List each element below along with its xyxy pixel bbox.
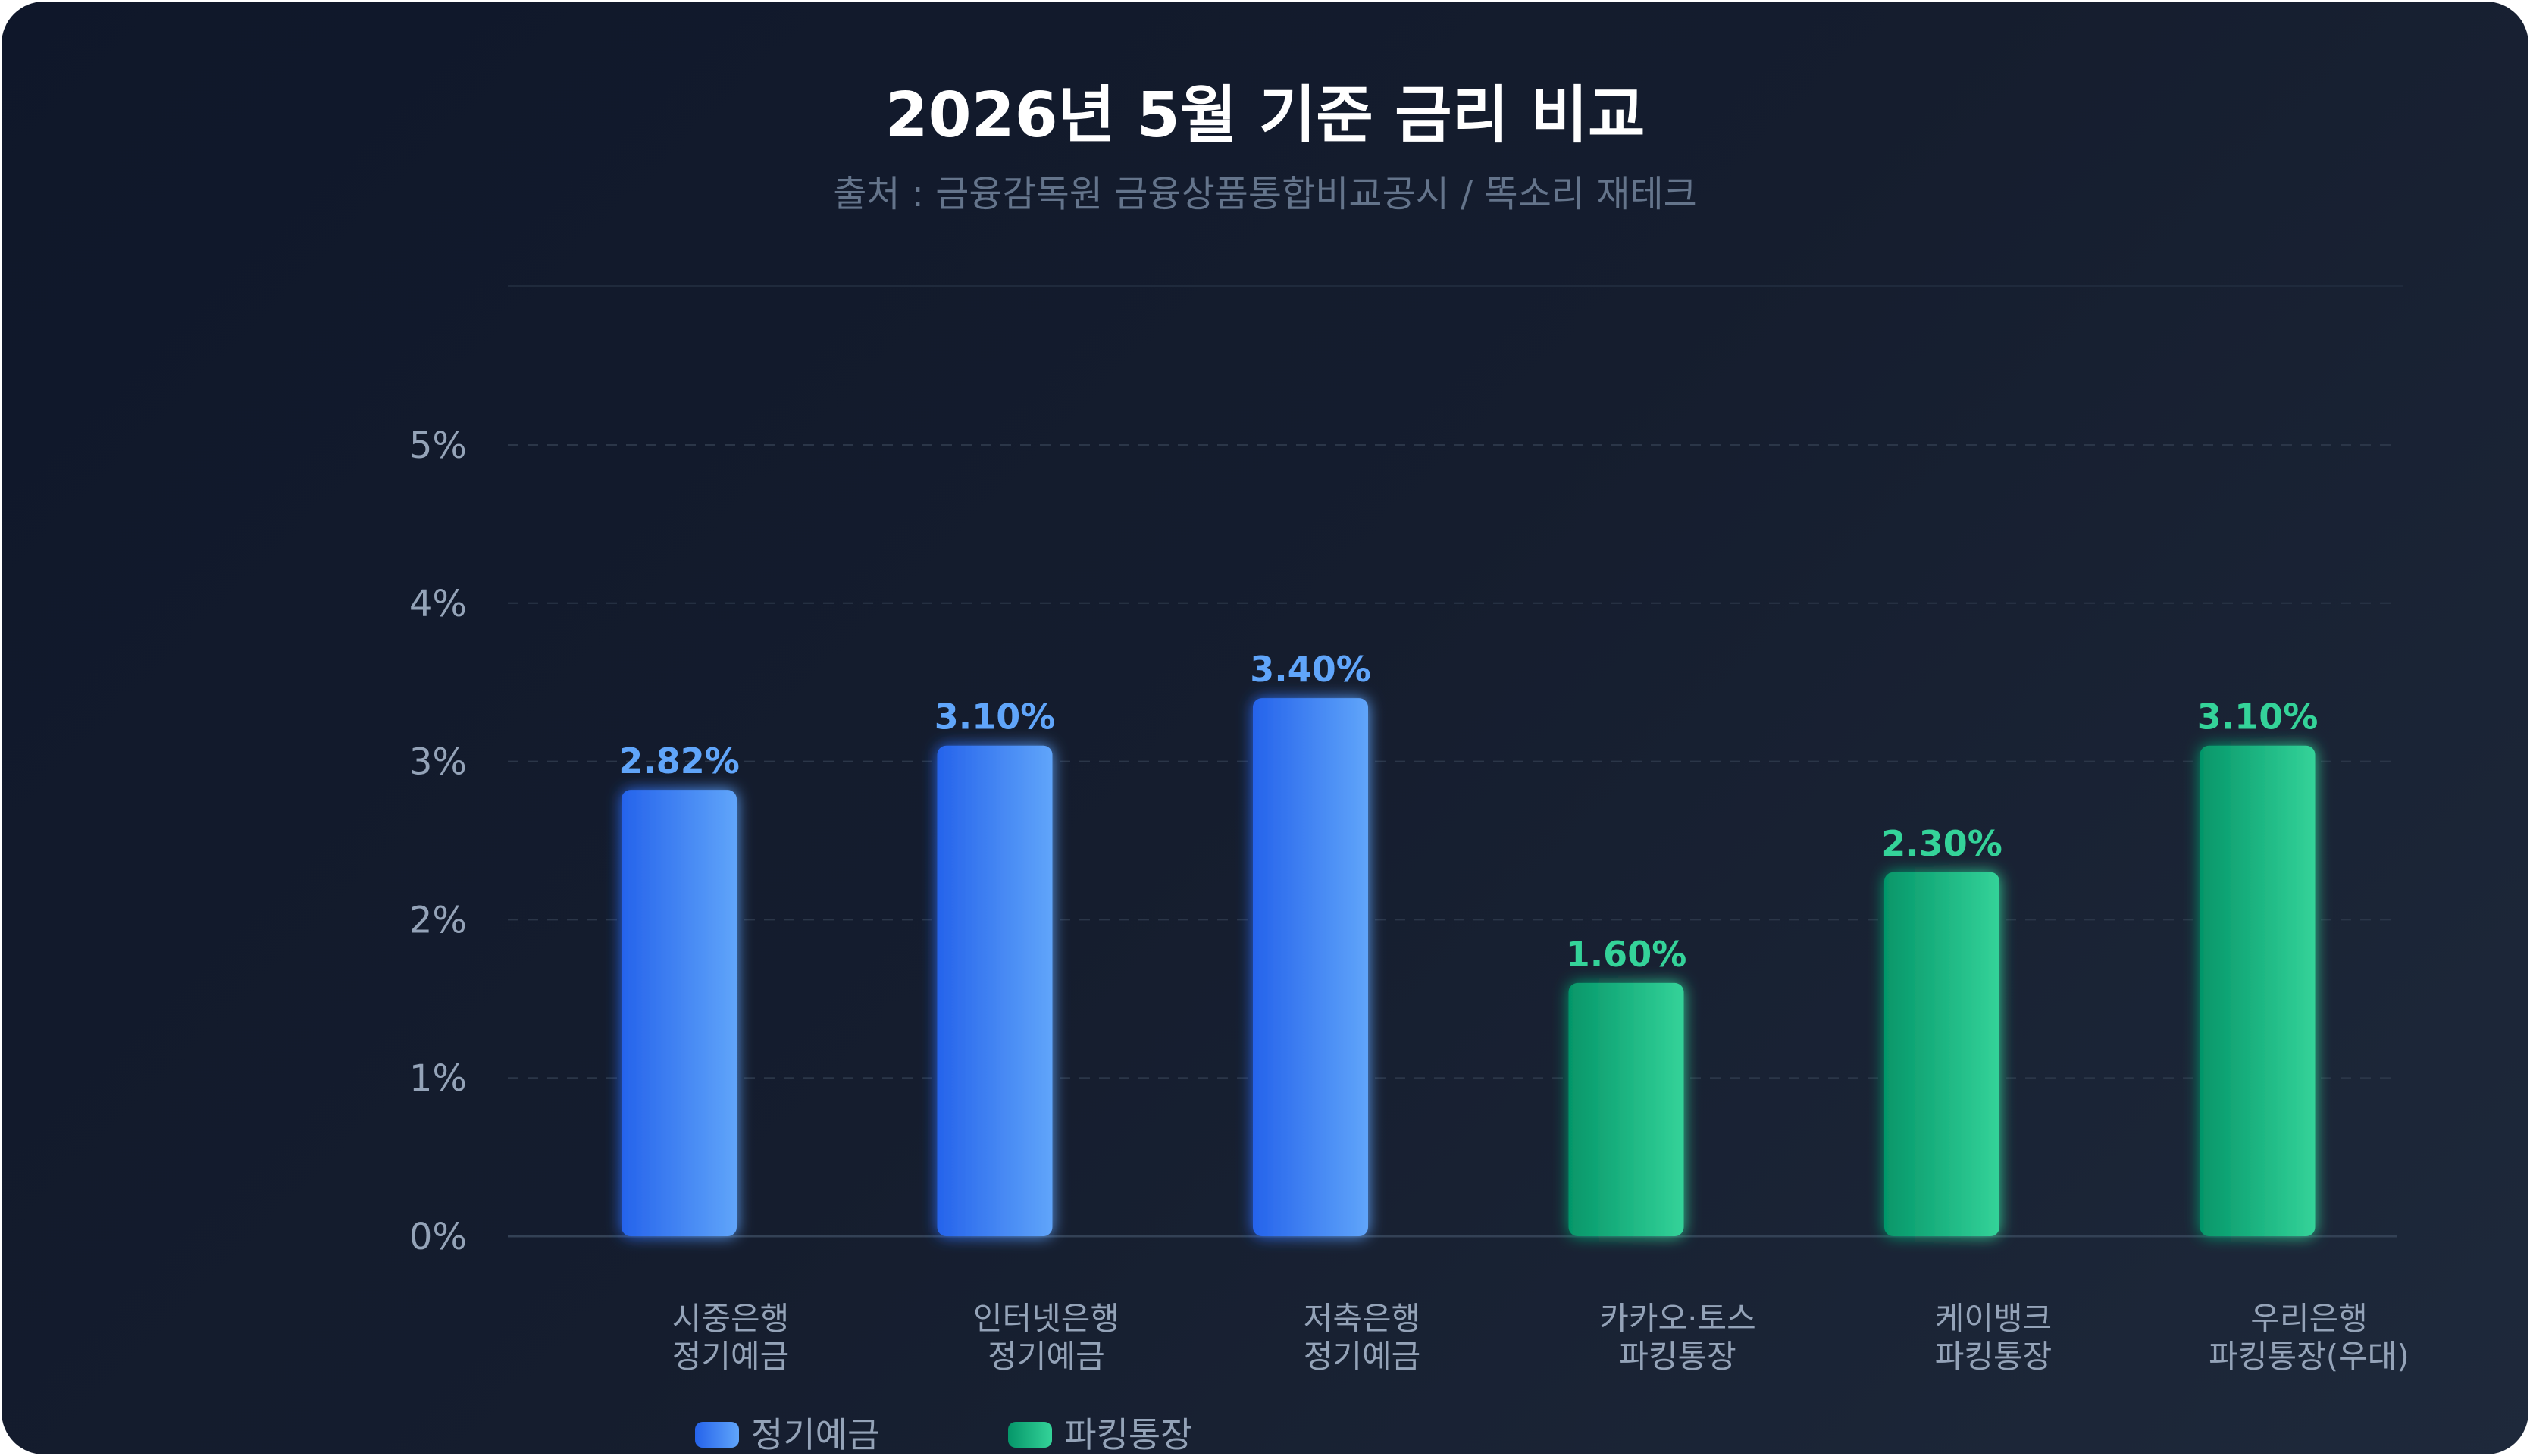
x-tick-label: 정기예금 <box>1304 1338 1421 1375</box>
legend-label-parking: 파킹통장 <box>1064 1414 1193 1454</box>
x-tick-label: 파킹통장 <box>1619 1338 1736 1375</box>
legend-item-deposit: 정기예금 <box>695 1417 879 1452</box>
header-divider <box>508 285 2403 287</box>
legend-label-deposit: 정기예금 <box>751 1414 880 1454</box>
bar[interactable] <box>1568 982 1684 1236</box>
bar-value-label: 1.60% <box>1566 934 1687 975</box>
bar-value-label: 3.40% <box>1250 649 1371 690</box>
y-tick-label: 2% <box>409 899 467 941</box>
legend: 정기예금 파킹통장 <box>695 1417 1322 1452</box>
bar-value-label: 2.82% <box>618 741 740 781</box>
y-tick-label: 0% <box>409 1216 467 1258</box>
x-tick-label: 파킹통장 <box>1935 1338 2052 1375</box>
x-tick-label: 시중은행 <box>672 1300 790 1337</box>
chart-title: 2026년 5월 기준 금리 비교 <box>885 80 1645 152</box>
x-tick-label: 카카오·토스 <box>1599 1300 1756 1337</box>
bar[interactable] <box>937 745 1053 1236</box>
bar-value-label: 2.30% <box>1881 823 2002 864</box>
legend-swatch-parking <box>1008 1422 1053 1448</box>
y-tick-label: 4% <box>409 583 467 625</box>
x-tick-label: 우리은행 <box>2250 1300 2368 1337</box>
bar[interactable] <box>622 790 737 1236</box>
x-tick-label: 정기예금 <box>672 1338 790 1375</box>
x-tick-label: 파킹통장(우대) <box>2209 1338 2409 1375</box>
y-tick-label: 5% <box>409 424 467 467</box>
bar-value-label: 3.10% <box>2197 697 2319 737</box>
bar[interactable] <box>1884 872 1999 1236</box>
legend-item-parking: 파킹통장 <box>1008 1414 1193 1454</box>
y-tick-label: 3% <box>409 741 467 784</box>
bar[interactable] <box>2200 745 2316 1236</box>
x-tick-label: 저축은행 <box>1304 1300 1421 1337</box>
legend-swatch-deposit <box>695 1422 739 1448</box>
x-tick-label: 인터넷은행 <box>973 1300 1119 1337</box>
x-tick-label: 케이뱅크 <box>1935 1300 2052 1337</box>
bar-value-label: 3.10% <box>935 697 1056 737</box>
bar[interactable] <box>1253 698 1368 1236</box>
x-tick-label: 정기예금 <box>988 1338 1105 1375</box>
y-tick-label: 1% <box>409 1057 467 1100</box>
chart-subtitle: 출처 : 금융감독원 금융상품통합비교공시 / 똑소리 재테크 <box>833 173 1697 215</box>
